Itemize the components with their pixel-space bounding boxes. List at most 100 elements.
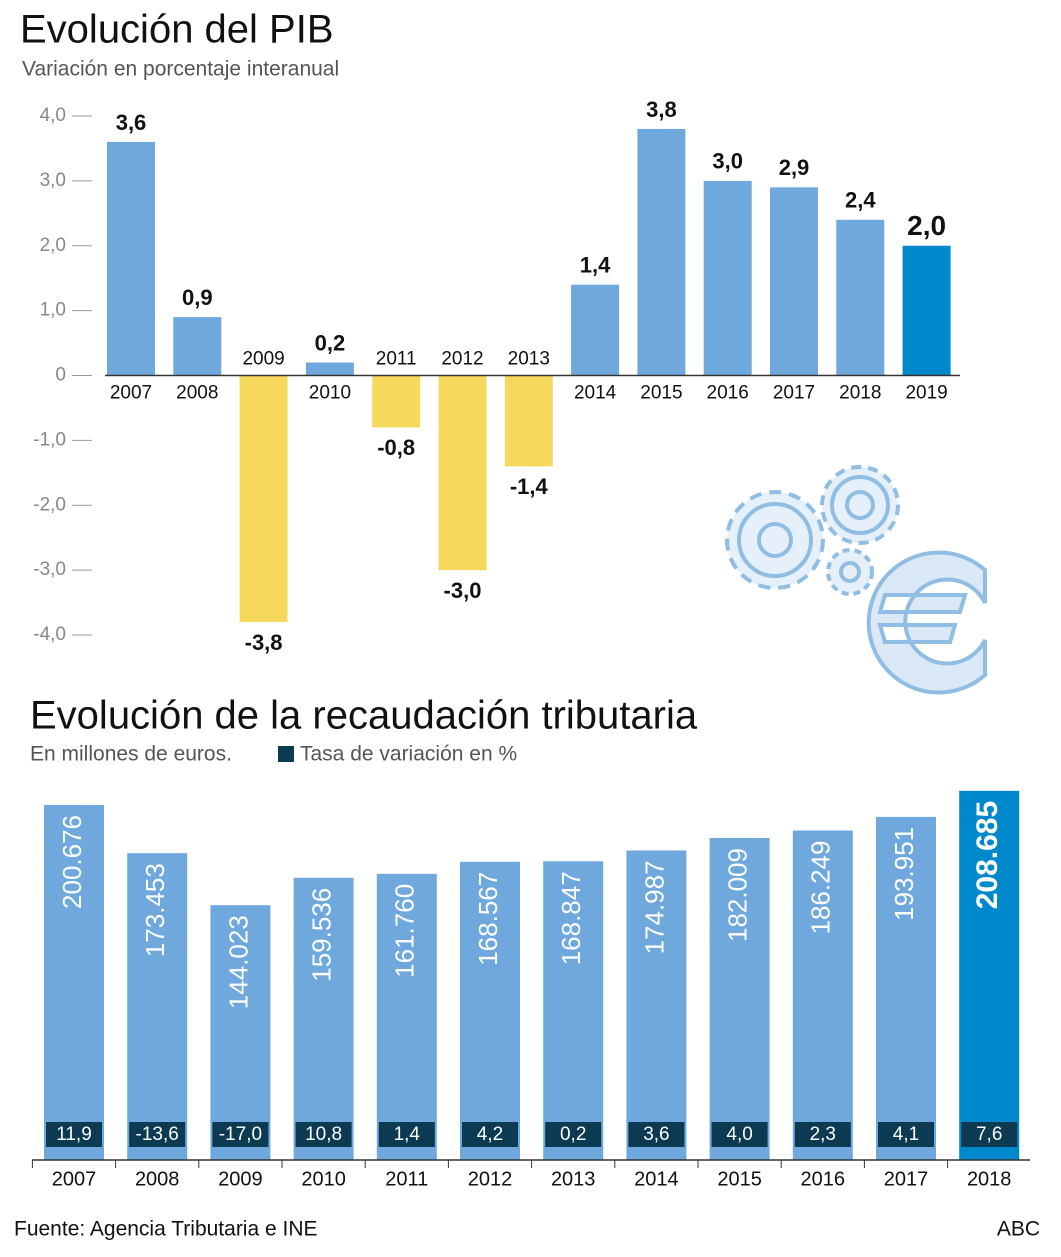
bar (127, 853, 188, 1160)
bar (438, 375, 487, 571)
bar (637, 128, 686, 376)
legend-label: Tasa de variación en % (300, 743, 517, 766)
y-tick-label: -3,0 (33, 559, 66, 580)
value-label: 173.453 (140, 863, 170, 957)
bar (107, 141, 155, 376)
y-tick-label: -2,0 (33, 494, 66, 515)
rate-box (462, 1122, 518, 1147)
bar (305, 362, 354, 376)
x-tick-label: 2007 (52, 1168, 97, 1190)
value-label: -3,0 (444, 578, 482, 603)
chart-subtitle: En millones de euros. (30, 743, 232, 766)
x-tick-label: 2009 (218, 1168, 263, 1190)
bar (709, 838, 770, 1160)
x-tick-label: 2012 (441, 349, 483, 370)
bar (376, 873, 437, 1160)
value-label: 0,2 (315, 330, 346, 355)
rate-box (878, 1122, 934, 1147)
x-tick-label: 2018 (839, 383, 881, 404)
rate-box (212, 1122, 269, 1147)
chart-title: Evolución del PIB (20, 8, 334, 52)
rate-label: 2,3 (810, 1124, 836, 1145)
bar (372, 375, 421, 428)
bar (770, 187, 818, 376)
rate-box (628, 1122, 685, 1147)
bar (210, 905, 271, 1160)
chart-subtitle: Variación en porcentaje interanual (22, 58, 339, 81)
rate-label: 3,6 (643, 1124, 669, 1145)
value-label: 159.536 (306, 888, 336, 982)
brand: ABC (997, 1218, 1040, 1241)
value-label: 3,6 (116, 110, 147, 135)
x-tick-label: 2014 (574, 383, 617, 404)
bar (571, 284, 620, 376)
x-tick-label: 2011 (376, 349, 417, 370)
rate-label: 4,0 (726, 1124, 752, 1145)
value-label: 2,0 (907, 210, 946, 241)
value-label: 193.951 (889, 827, 919, 921)
rate-label: 0,2 (560, 1124, 586, 1145)
value-label: 3,0 (712, 149, 743, 174)
rate-label: -17,0 (219, 1124, 262, 1145)
bar (836, 219, 885, 376)
bar (44, 804, 104, 1160)
rate-box (129, 1122, 186, 1147)
bar (173, 317, 222, 376)
rate-box (295, 1122, 352, 1147)
rate-label: 4,2 (477, 1124, 503, 1145)
chart-title: Evolución de la recaudación tributaria (30, 694, 698, 738)
x-tick-label: 2007 (110, 383, 152, 404)
bar (293, 877, 354, 1160)
rate-label: 4,1 (893, 1124, 919, 1145)
x-tick-label: 2008 (176, 383, 218, 404)
y-tick-label: -4,0 (33, 624, 66, 645)
rate-label: 11,9 (56, 1124, 92, 1145)
y-tick-label: 3,0 (40, 170, 66, 191)
x-tick-label: 2016 (707, 383, 749, 404)
bar (239, 375, 288, 623)
bar (543, 861, 604, 1160)
x-tick-label: 2010 (301, 1168, 346, 1190)
bar (504, 375, 553, 467)
bar (460, 861, 520, 1160)
value-label: -3,8 (245, 630, 283, 655)
x-tick-label: 2017 (884, 1168, 929, 1190)
value-label: 182.009 (722, 848, 752, 942)
bar (876, 816, 936, 1160)
rate-box (711, 1122, 768, 1147)
y-tick-label: 1,0 (40, 300, 66, 321)
x-tick-label: 2015 (717, 1168, 762, 1190)
value-label: 161.760 (390, 884, 420, 978)
value-label: 168.847 (556, 871, 586, 965)
value-label: -0,8 (377, 435, 415, 460)
x-tick-label: 2010 (309, 383, 351, 404)
y-tick-label: -1,0 (33, 429, 66, 450)
x-tick-label: 2019 (905, 383, 947, 404)
y-tick-label: 4,0 (40, 105, 66, 126)
gears-icon (725, 465, 987, 695)
value-label: 168.567 (473, 872, 503, 966)
value-label: 174.987 (639, 860, 669, 954)
value-label: 1,4 (580, 252, 611, 277)
value-label: 200.676 (57, 815, 87, 909)
value-label: 2,4 (845, 188, 876, 213)
bar (792, 830, 853, 1160)
rate-box (46, 1122, 102, 1147)
rate-box (794, 1122, 851, 1147)
bar (902, 245, 951, 376)
rate-box (961, 1122, 1018, 1147)
y-tick-label: 0 (55, 365, 66, 386)
value-label: 208.685 (971, 801, 1004, 909)
value-label: 3,8 (646, 97, 677, 122)
value-label: 144.023 (223, 915, 253, 1009)
bar (703, 180, 752, 376)
x-tick-label: 2014 (634, 1168, 679, 1190)
x-tick-label: 2011 (385, 1168, 428, 1190)
source: Fuente: Agencia Tributaria e INE (14, 1218, 318, 1241)
x-tick-label: 2013 (551, 1168, 596, 1190)
bar (626, 850, 687, 1160)
rate-label: 1,4 (394, 1124, 421, 1145)
x-tick-label: 2013 (508, 349, 550, 370)
value-label: 2,9 (779, 155, 810, 180)
rate-label: -13,6 (136, 1124, 179, 1145)
